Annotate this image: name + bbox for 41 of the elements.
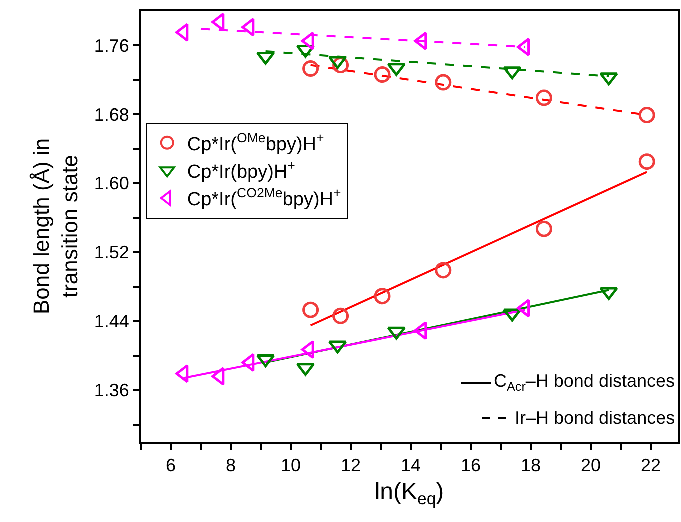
point	[435, 262, 452, 279]
x-tick-label: 16	[460, 456, 482, 476]
point	[414, 32, 428, 50]
y-tick-label: 1.60	[94, 174, 130, 194]
point	[301, 32, 314, 50]
x-tick-label: 14	[400, 456, 422, 476]
point	[638, 154, 656, 170]
x-tick-label: 10	[280, 456, 302, 476]
x-tick-label: 18	[520, 456, 542, 476]
legend-label: Cp*Ir($^{CO2Me}$bpy)H$^{+}$	[187, 186, 342, 211]
point	[242, 18, 255, 37]
y-tick-label: 1.44	[94, 312, 130, 332]
point	[176, 23, 189, 42]
point	[536, 90, 552, 106]
annotation: C$_{Acr}$–H bond distances	[494, 371, 675, 394]
point	[302, 60, 320, 77]
point	[176, 364, 189, 384]
y-tick-label: 1.36	[94, 380, 130, 401]
point	[374, 288, 391, 305]
point	[517, 299, 530, 318]
y-tick-label: 1.68	[94, 104, 130, 125]
point	[435, 74, 452, 91]
x-tick-label: 22	[640, 456, 662, 476]
legend-label: Cp*Ir(bpy)H$^{+}$	[187, 158, 296, 184]
x-axis-title: ln(K$_{eq}$)	[374, 478, 444, 508]
point	[212, 367, 225, 386]
point	[638, 107, 656, 124]
point	[536, 220, 552, 238]
y-tick-label: 1.52	[94, 242, 130, 263]
legend-label: Cp*Ir($^{OMe}$bpy)H$^{+}$	[187, 130, 325, 156]
point	[374, 66, 391, 84]
x-tick-label: 8	[226, 456, 236, 476]
point	[302, 302, 320, 318]
x-tick-label: 20	[580, 456, 602, 476]
annotation: Ir–H bond distances	[515, 408, 676, 428]
x-tick-label: 12	[340, 456, 362, 476]
y-tick-label: 1.76	[94, 36, 130, 56]
point	[387, 326, 406, 340]
x-tick-label: 6	[166, 456, 176, 476]
y-axis-title: Bond length (Å) in transition state	[29, 138, 83, 315]
point	[332, 308, 350, 324]
